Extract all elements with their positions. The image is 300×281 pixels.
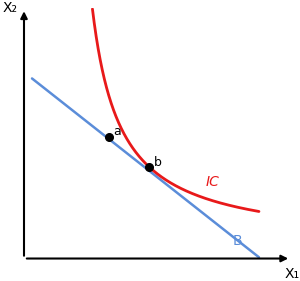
Text: b: b [154,156,161,169]
Text: B: B [232,234,242,248]
Text: IC: IC [206,175,219,189]
Text: X₁: X₁ [285,267,300,281]
Text: a: a [113,125,121,138]
Text: X₂: X₂ [2,1,17,15]
